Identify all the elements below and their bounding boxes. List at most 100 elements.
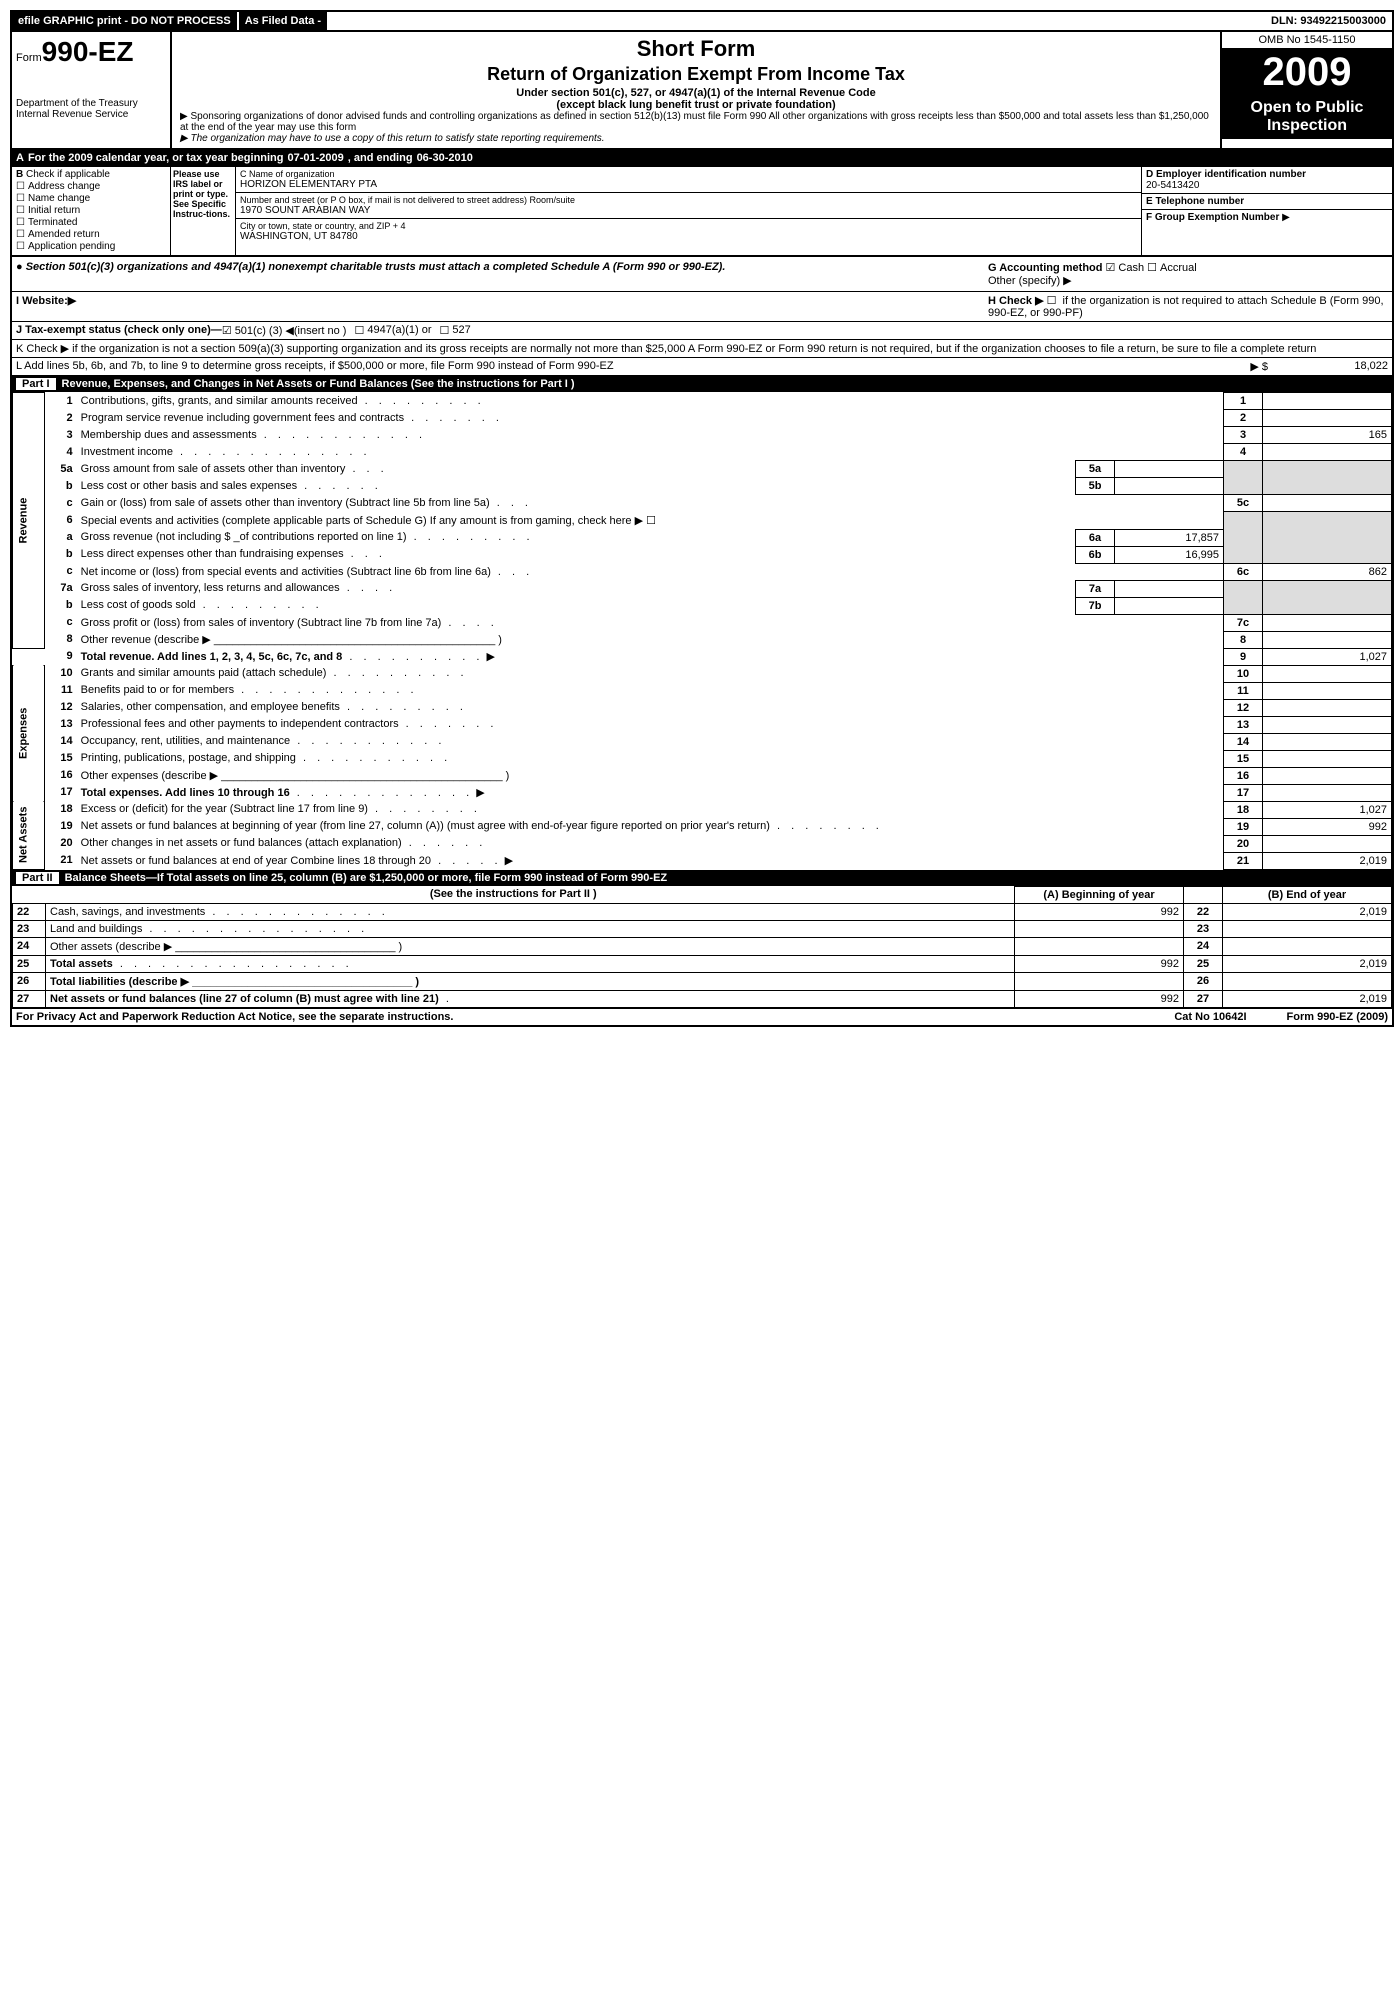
l9-desc: Total revenue. Add lines 1, 2, 3, 4, 5c,…: [81, 651, 343, 663]
l17-box: 17: [1224, 784, 1263, 801]
box-b: B Check if applicable Address change Nam…: [12, 167, 171, 255]
l16-box: 16: [1224, 767, 1263, 784]
side-expenses: Expenses: [13, 665, 45, 801]
l16-num: 16: [44, 767, 77, 784]
l20-box: 20: [1224, 835, 1263, 852]
l20-val: [1263, 835, 1392, 852]
dln-label: DLN: 93492215003000: [1265, 12, 1392, 30]
chk-initial-return[interactable]: Initial return: [16, 205, 166, 216]
l11-desc: Benefits paid to or for members: [81, 684, 234, 696]
b26-b: [1223, 972, 1392, 990]
l13-num: 13: [44, 716, 77, 733]
label-a: A: [16, 152, 24, 164]
l21-num: 21: [44, 852, 77, 869]
l7a-iv: [1115, 580, 1224, 597]
l10-val: [1263, 665, 1392, 682]
b25-a: 992: [1015, 955, 1184, 972]
subtitle-1: Under section 501(c), 527, or 4947(a)(1)…: [180, 87, 1212, 99]
omb-number: OMB No 1545-1150: [1222, 32, 1392, 50]
l-arrow: ▶ $: [1250, 360, 1268, 373]
l5c-box: 5c: [1224, 495, 1263, 512]
org-street: 1970 SOUNT ARABIAN WAY: [240, 205, 1137, 216]
l3-box: 3: [1224, 427, 1263, 444]
chk-527[interactable]: [440, 324, 453, 337]
l6b-desc: Less direct expenses other than fundrais…: [81, 548, 344, 560]
l5b-desc: Less cost or other basis and sales expen…: [81, 480, 297, 492]
chk-app-pending[interactable]: Application pending: [16, 241, 166, 252]
j-501c-text: 501(c) (3) ◀(insert no ): [235, 324, 347, 337]
l14-box: 14: [1224, 733, 1263, 750]
l7c-desc: Gross profit or (loss) from sales of inv…: [81, 617, 442, 629]
l3-num: 3: [44, 427, 77, 444]
l6b-iv: 16,995: [1115, 546, 1224, 563]
l7c-num: c: [44, 614, 77, 631]
h-label: H Check ▶: [988, 295, 1044, 307]
b24-box: 24: [1184, 937, 1223, 955]
chk-terminated[interactable]: Terminated: [16, 217, 166, 228]
part2-title: Balance Sheets—If Total assets on line 2…: [65, 872, 668, 884]
org-name: HORIZON ELEMENTARY PTA: [240, 179, 1137, 190]
chk-cash[interactable]: Cash: [1106, 262, 1145, 274]
b22-box: 22: [1184, 903, 1223, 920]
l5b-ib: 5b: [1076, 478, 1115, 495]
l2-desc: Program service revenue including govern…: [81, 412, 404, 424]
right-box: OMB No 1545-1150 2009 Open to Public Ins…: [1220, 32, 1392, 148]
b25-box: 25: [1184, 955, 1223, 972]
part1-label: Part I: [16, 378, 56, 390]
open-to-public: Open to Public Inspection: [1222, 95, 1392, 139]
part2-instr: (See the instructions for Part II ): [13, 886, 1015, 903]
l7b-ib: 7b: [1076, 597, 1115, 614]
b27-desc: Net assets or fund balances (line 27 of …: [50, 993, 439, 1005]
l19-box: 19: [1224, 818, 1263, 835]
l7a-ib: 7a: [1076, 580, 1115, 597]
rowa-text2: , and ending: [348, 152, 413, 164]
chk-amended[interactable]: Amended return: [16, 229, 166, 240]
l20-num: 20: [44, 835, 77, 852]
b26-desc: Total liabilities (describe ▶ __________…: [50, 976, 419, 988]
chk-address-change[interactable]: Address change: [16, 181, 166, 192]
c-street-label: Number and street (or P O box, if mail i…: [240, 195, 1137, 205]
l19-num: 19: [44, 818, 77, 835]
j-label: J Tax-exempt status (check only one)—: [16, 324, 222, 337]
l6a-num: a: [44, 529, 77, 546]
b23-box: 23: [1184, 920, 1223, 937]
d-label: D Employer identification number: [1146, 169, 1306, 180]
b23-num: 23: [13, 920, 46, 937]
part1-table: Revenue 1 Contributions, gifts, grants, …: [12, 392, 1392, 870]
l1-desc: Contributions, gifts, grants, and simila…: [81, 395, 358, 407]
l10-box: 10: [1224, 665, 1263, 682]
short-form-title: Short Form: [180, 36, 1212, 62]
j-527-text: 527: [452, 324, 470, 337]
l17-desc: Total expenses. Add lines 10 through 16: [81, 787, 290, 799]
l3-val: 165: [1263, 427, 1392, 444]
org-city: WASHINGTON, UT 84780: [240, 231, 1137, 242]
website-row: I Website:▶ H Check ▶ if the organizatio…: [12, 292, 1392, 322]
subtitle-2: (except black lung benefit trust or priv…: [180, 99, 1212, 111]
chk-501c[interactable]: [222, 324, 235, 337]
l-row: L Add lines 5b, 6b, and 7b, to line 9 to…: [12, 358, 1392, 376]
part2-label: Part II: [16, 872, 59, 884]
chk-h[interactable]: [1047, 295, 1060, 307]
chk-name-change[interactable]: Name change: [16, 193, 166, 204]
l9-num: 9: [44, 648, 77, 665]
entity-block: B Check if applicable Address change Nam…: [12, 167, 1392, 257]
sec501-row: ● Section 501(c)(3) organizations and 49…: [12, 257, 1392, 292]
l5c-val: [1263, 495, 1392, 512]
l11-num: 11: [44, 682, 77, 699]
chk-accrual[interactable]: Accrual: [1147, 262, 1197, 274]
b22-desc: Cash, savings, and investments: [50, 906, 205, 918]
l9-val: 1,027: [1263, 648, 1392, 665]
l15-desc: Printing, publications, postage, and shi…: [81, 752, 296, 764]
l7b-num: b: [44, 597, 77, 614]
j-4947-text: 4947(a)(1) or: [367, 324, 431, 337]
top-bar: efile GRAPHIC print - DO NOT PROCESS As …: [12, 12, 1392, 32]
l10-num: 10: [44, 665, 77, 682]
l5a-num: 5a: [44, 461, 77, 478]
l3-desc: Membership dues and assessments: [81, 429, 257, 441]
b26-box: 26: [1184, 972, 1223, 990]
l12-val: [1263, 699, 1392, 716]
l18-desc: Excess or (deficit) for the year (Subtra…: [81, 803, 368, 815]
chk-4947[interactable]: [354, 324, 367, 337]
part1-title: Revenue, Expenses, and Changes in Net As…: [62, 378, 575, 390]
b27-num: 27: [13, 990, 46, 1007]
